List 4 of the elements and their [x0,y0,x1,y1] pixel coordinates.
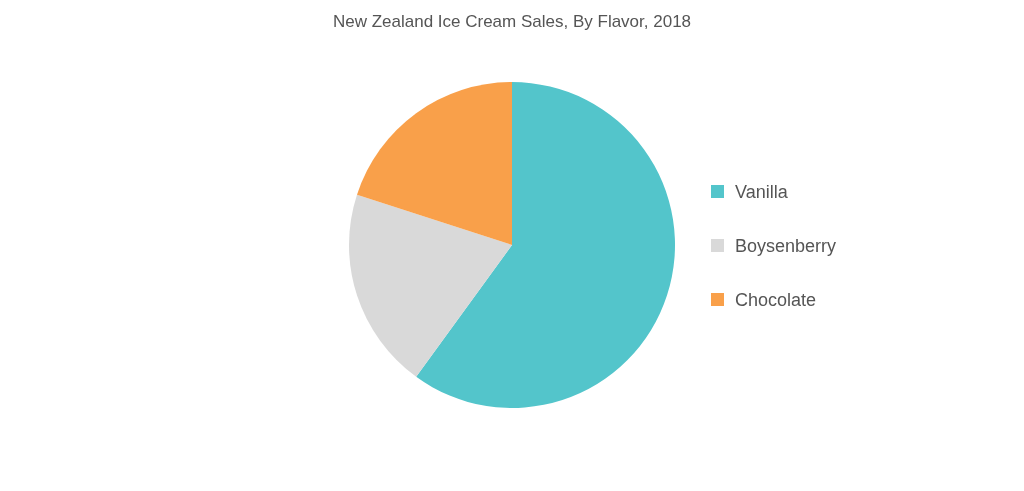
legend-label: Boysenberry [735,235,837,256]
chart-title: New Zealand Ice Cream Sales, By Flavor, 2018 [332,12,692,31]
legend-label: Chocolate [735,289,817,310]
legend-label: Vanilla [735,181,789,202]
